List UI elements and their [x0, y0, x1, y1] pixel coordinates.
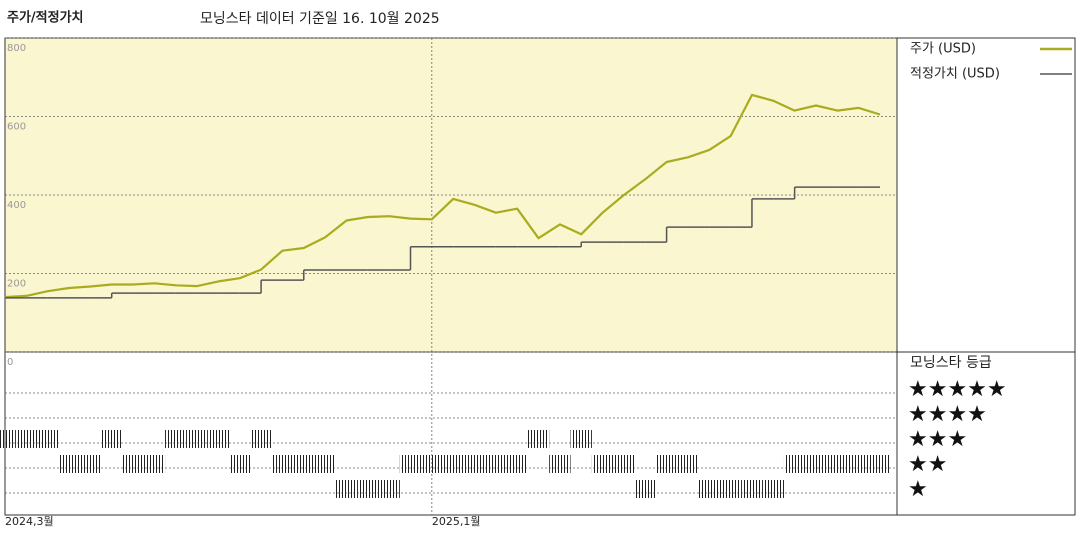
rating-bar — [421, 455, 443, 473]
rating-label: ★★★ — [908, 427, 967, 452]
chart-subtitle: 모닝스타 데이터 기준일 16. 10월 2025 — [200, 11, 440, 27]
rating-bar — [357, 480, 379, 498]
rating-bar — [634, 480, 656, 498]
x-tick-label: 2024,3월 — [5, 515, 54, 528]
rating-bar — [37, 430, 59, 448]
rating-bar — [250, 430, 272, 448]
rating-title: 모닝스타 등급 — [910, 355, 992, 371]
rating-bar — [591, 455, 614, 473]
chart-title: 주가/적정가치 — [7, 10, 84, 26]
rating-bar — [58, 455, 80, 473]
rating-bar — [762, 480, 784, 498]
rating-label: ★ — [908, 477, 928, 502]
rating-bar — [314, 455, 336, 473]
rating-bar — [271, 455, 294, 473]
rating-bar — [442, 455, 464, 473]
rating-bar — [677, 455, 699, 473]
rating-label: ★★ — [908, 452, 947, 477]
rating-bar — [122, 455, 144, 473]
rating-bar — [826, 455, 848, 473]
x-tick-label: 2025,1월 — [432, 515, 481, 528]
rating-bar — [869, 455, 891, 473]
rating-bar — [0, 430, 16, 448]
rating-bar — [783, 455, 806, 473]
rating-bar — [15, 430, 38, 448]
y-tick-label: 0 — [7, 357, 13, 368]
rating-label: ★★★★★ — [908, 377, 1007, 402]
y-tick-label: 200 — [7, 279, 26, 290]
rating-bar — [655, 455, 678, 473]
rating-bar — [463, 455, 486, 473]
rating-bar — [570, 430, 592, 448]
rating-bar — [293, 455, 315, 473]
legend-label: 주가 (USD) — [910, 42, 976, 57]
rating-bar — [229, 455, 251, 473]
rating-bar — [207, 430, 230, 448]
y-tick-label: 600 — [7, 122, 26, 133]
rating-bar — [186, 430, 208, 448]
rating-bar — [399, 455, 422, 473]
rating-bar — [79, 455, 102, 473]
rating-bar — [527, 430, 550, 448]
price-line — [4, 93, 881, 299]
rating-bar — [719, 480, 742, 498]
y-tick-label: 400 — [7, 200, 26, 211]
legend-label: 적정가치 (USD) — [910, 67, 1000, 82]
rating-bar — [378, 480, 400, 498]
rating-bar — [143, 455, 166, 473]
rating-bar — [101, 430, 123, 448]
rating-label: ★★★★ — [908, 402, 987, 427]
rating-bar — [549, 455, 571, 473]
rating-bar — [485, 455, 507, 473]
rating-bar — [335, 480, 358, 498]
rating-bar — [805, 455, 827, 473]
rating-bar — [506, 455, 528, 473]
rating-bar — [847, 455, 870, 473]
rating-bar — [698, 480, 720, 498]
rating-bar — [613, 455, 635, 473]
rating-bar — [165, 430, 187, 448]
rating-bar — [741, 480, 763, 498]
frame — [4, 37, 1076, 516]
y-tick-label: 800 — [7, 43, 26, 54]
